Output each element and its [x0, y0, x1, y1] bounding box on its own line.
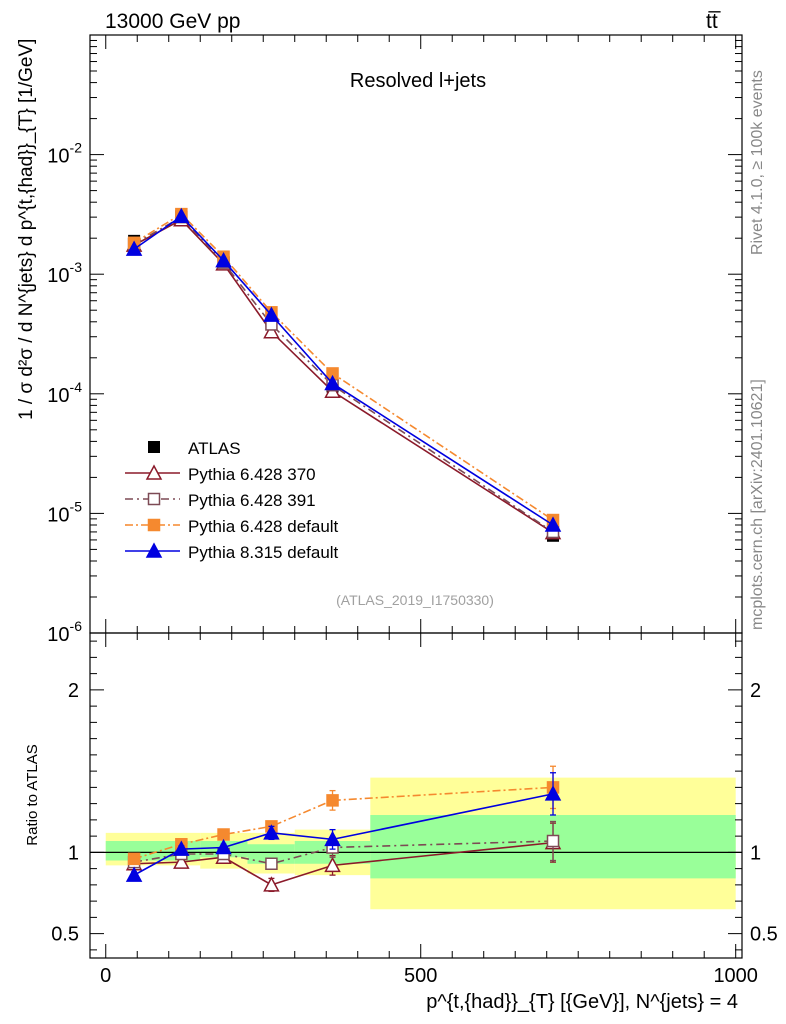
- rivet-version-note: Rivet 4.1.0, ≥ 100k events: [749, 70, 766, 255]
- main-panel-ticks: [90, 35, 742, 634]
- series-line: [133, 215, 554, 526]
- legend-label: Pythia 6.428 default: [188, 517, 339, 536]
- x-tick-label: 500: [404, 965, 437, 987]
- series-marker: [263, 323, 280, 339]
- y-axis-title-ratio: Ratio to ATLAS: [24, 744, 41, 845]
- x-tick-label: 0: [100, 965, 111, 987]
- legend-label: Pythia 8.315 default: [188, 543, 339, 562]
- ratio-y-tick-label: 2: [68, 680, 79, 702]
- legend-marker: [145, 464, 163, 480]
- ratio-y-tick-label-right: 0.5: [750, 924, 778, 946]
- plot-title: Resolved l+jets: [350, 70, 486, 92]
- series-line: [133, 218, 554, 534]
- x-tick-labels: 0 500 1000: [100, 965, 758, 987]
- ratio-y-tick-labels: 0.5 0.5 1 1 2 2: [51, 680, 778, 946]
- y-axis-title-main: 1 / σ d²σ / d N^{jets} d p^{t,{had}}_{T}…: [16, 39, 37, 420]
- analysis-tag: (ATLAS_2019_I1750330): [336, 592, 494, 608]
- series-marker: [215, 251, 232, 268]
- ratio-y-tick-label: 0.5: [51, 924, 79, 946]
- ratio-series-marker: [173, 840, 190, 856]
- series-marker: [324, 374, 341, 391]
- ratio-series-marker: [127, 852, 141, 866]
- ratio-series-line: [133, 793, 554, 876]
- ratio-panel-ticks: [90, 633, 742, 958]
- y-tick-label: 10-2: [47, 140, 82, 168]
- legend-marker: [147, 492, 161, 506]
- series-line: [133, 213, 554, 521]
- legend-label-atlas: ATLAS: [188, 439, 241, 458]
- legend-marker: [145, 542, 163, 558]
- ratio-series-marker: [265, 857, 278, 870]
- ratio-series-marker: [215, 838, 232, 855]
- ratio-series-line: [133, 786, 554, 860]
- legend: ATLAS Pythia 6.428 370 Pythia 6.428 391 Pyt…: [125, 439, 339, 562]
- series-marker: [544, 516, 562, 532]
- ratio-series-marker: [324, 856, 341, 873]
- process-label: tt̅: [706, 10, 722, 33]
- ratio-y-tick-label-right: 2: [750, 680, 761, 702]
- ratio-series-marker: [173, 853, 190, 869]
- ratio-band-inner: [247, 844, 295, 864]
- x-tick-label: 1000: [713, 965, 758, 987]
- ratio-series-line: [134, 841, 554, 886]
- legend-marker: [147, 518, 161, 532]
- ratio-series-marker: [263, 824, 280, 840]
- ratio-series-marker: [544, 785, 562, 801]
- ratio-series-marker: [263, 876, 280, 892]
- energy-label: 13000 GeV pp: [105, 10, 240, 33]
- ratio-series-marker: [125, 866, 143, 882]
- legend-label: Pythia 6.428 370: [188, 465, 316, 484]
- ratio-series-marker: [546, 834, 560, 848]
- ratio-y-tick-label-right: 1: [750, 842, 761, 864]
- y-tick-label: 10-5: [47, 498, 82, 526]
- y-tick-label: 10-3: [47, 259, 82, 287]
- series-marker: [125, 240, 143, 256]
- series-marker: [173, 207, 190, 224]
- y-tick-label: 10-4: [47, 379, 82, 407]
- ratio-series-layer: [125, 765, 562, 893]
- main-y-tick-labels: 10-6 10-5 10-4 10-3 10-2: [47, 140, 82, 646]
- legend-label: Pythia 6.428 391: [188, 491, 316, 510]
- ratio-panel-frame: [89, 632, 743, 959]
- legend-marker-atlas: [148, 441, 160, 453]
- series-line: [133, 216, 554, 533]
- mcplots-credit: mcplots.cern.ch [arXiv:2401.10621]: [749, 379, 766, 630]
- main-series-layer: [125, 207, 562, 542]
- ratio-series-marker: [217, 828, 230, 841]
- ratio-series-marker: [324, 830, 341, 847]
- ratio-y-tick-label: 1: [68, 842, 79, 864]
- y-tick-label: 10-6: [47, 618, 82, 646]
- series-marker: [263, 306, 280, 322]
- ratio-series-marker: [326, 794, 339, 807]
- x-axis-title: p^{t,{had}}_{T} [{GeV}], N^{jets} = 4: [426, 991, 738, 1013]
